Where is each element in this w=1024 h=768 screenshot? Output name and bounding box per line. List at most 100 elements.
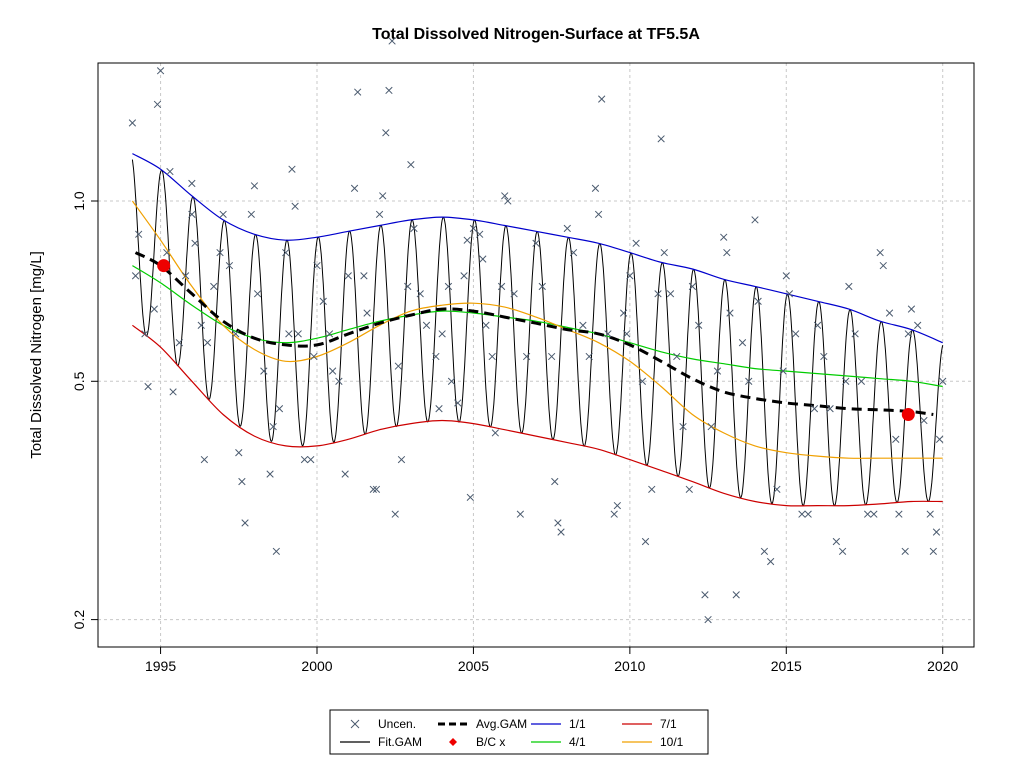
data-point-5: [150, 305, 158, 313]
data-point-85: [501, 192, 509, 200]
data-point-14: [191, 239, 199, 247]
x-tick-label-2000: 2000: [301, 658, 332, 674]
data-point-3: [141, 330, 149, 338]
data-point-99: [585, 352, 593, 361]
axes: 1995 2000 2005 2010 2015 2020 0.2 0.5 1.0: [71, 191, 958, 674]
series-line-10-1: [131, 200, 943, 459]
data-point-78: [469, 224, 478, 233]
data-point-133: [754, 297, 762, 305]
data-point-32: [272, 547, 280, 556]
x-tick-label-2005: 2005: [458, 658, 489, 674]
data-point-33: [269, 422, 277, 431]
legend-box: [329, 709, 709, 755]
data-point-31: [266, 470, 274, 478]
data-point-42: [310, 352, 318, 361]
legend-item-avg-gam: Avg.GAM: [438, 717, 527, 731]
data-point-88: [516, 510, 525, 518]
data-point-166: [929, 547, 937, 556]
data-point-7: [156, 67, 165, 75]
data-point-113: [654, 290, 662, 298]
data-point-165: [926, 510, 934, 518]
data-point-1: [131, 272, 140, 280]
data-point-163: [914, 321, 922, 329]
data-point-11: [175, 339, 183, 347]
data-point-157: [885, 309, 894, 317]
data-point-98: [579, 321, 587, 329]
data-point-161: [904, 330, 912, 338]
data-point-122: [701, 591, 709, 599]
data-point-108: [626, 272, 634, 280]
plot-frame: [97, 62, 975, 648]
data-point-135: [766, 557, 775, 566]
y-tick-label-1: 1.0: [71, 191, 87, 211]
series-line-avg-gam: [134, 251, 934, 416]
data-point-29: [253, 290, 262, 298]
data-point-91: [538, 282, 546, 291]
data-point-72: [444, 282, 453, 291]
data-point-89: [522, 352, 531, 361]
data-point-4: [144, 382, 152, 391]
data-point-134: [760, 547, 769, 556]
legend-label: Uncen.: [378, 717, 416, 731]
data-point-125: [713, 367, 722, 375]
legend-label: 10/1: [660, 735, 684, 749]
data-point-120: [688, 282, 697, 291]
y-tick-label-0.2: 0.2: [71, 610, 87, 630]
bc-points: [157, 259, 915, 422]
data-point-93: [551, 477, 559, 486]
data-point-97: [569, 248, 578, 257]
legend-item-b-c-x: B/C x: [449, 735, 505, 749]
data-point-100: [591, 184, 600, 192]
data-point-37: [288, 165, 296, 173]
data-point-24: [235, 449, 243, 457]
data-point-73: [447, 377, 456, 385]
legend-item-7-1: 7/1: [622, 717, 677, 731]
data-point-101: [594, 210, 603, 219]
data-point-8: [163, 248, 171, 257]
data-point-17: [210, 282, 218, 291]
x-tick-label-2020: 2020: [927, 658, 958, 674]
data-point-169: [939, 377, 947, 385]
data-point-44: [319, 297, 327, 305]
data-point-104: [610, 510, 618, 518]
data-point-159: [895, 510, 903, 518]
data-point-18: [216, 248, 224, 257]
data-point-12: [181, 272, 190, 280]
data-point-71: [438, 330, 446, 338]
bc-point-0: [157, 259, 171, 273]
data-point-65: [407, 161, 415, 169]
data-point-142: [804, 510, 812, 518]
data-point-49: [344, 272, 352, 280]
data-point-153: [863, 510, 872, 518]
data-point-43: [313, 261, 321, 270]
data-point-95: [557, 528, 565, 536]
series-line-7-1: [132, 324, 943, 507]
data-point-41: [307, 455, 315, 464]
data-point-151: [851, 330, 859, 338]
data-point-167: [932, 528, 941, 536]
data-point-130: [738, 339, 747, 347]
data-point-156: [879, 261, 887, 270]
legend-item-10-1: 10/1: [622, 735, 684, 749]
data-point-77: [466, 493, 474, 502]
legend-item-1-1: 1/1: [531, 717, 586, 731]
data-point-6: [153, 100, 162, 109]
data-point-53: [363, 309, 371, 317]
data-point-54: [369, 485, 377, 494]
data-point-23: [232, 330, 240, 338]
data-point-56: [375, 210, 384, 219]
data-point-152: [857, 377, 866, 385]
data-point-124: [707, 422, 715, 431]
legend-label: B/C x: [476, 735, 505, 749]
data-point-69: [432, 352, 440, 361]
data-point-155: [876, 248, 884, 257]
data-point-112: [648, 485, 656, 494]
data-point-26: [241, 519, 249, 527]
data-point-84: [497, 282, 506, 291]
data-point-81: [482, 321, 490, 329]
data-point-128: [726, 309, 734, 317]
series-line-1-1: [132, 153, 943, 344]
data-point-138: [782, 272, 790, 280]
data-point-35: [282, 248, 290, 257]
data-point-127: [723, 248, 731, 257]
